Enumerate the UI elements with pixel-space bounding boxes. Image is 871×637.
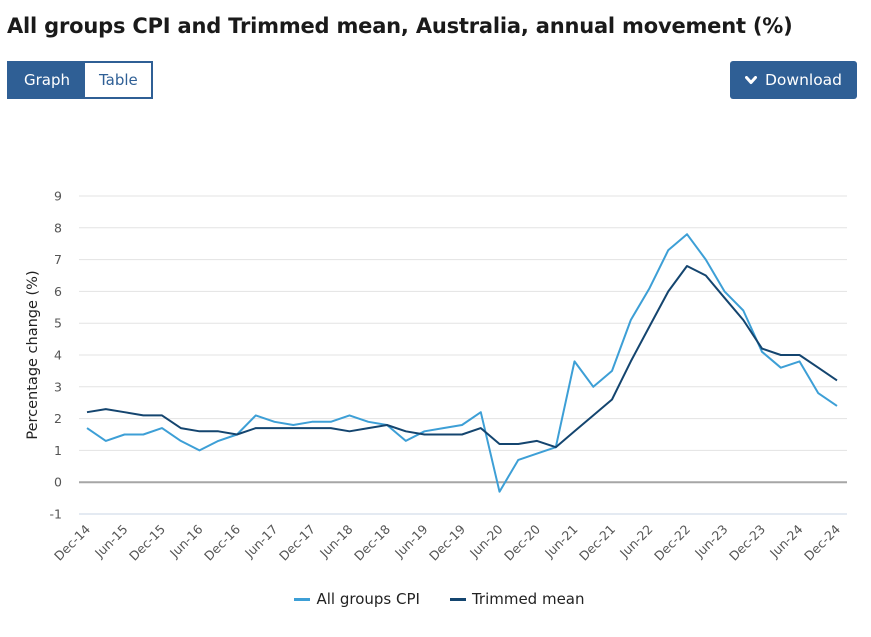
x-tick-label: Jun-19 [391,521,431,561]
chart-title: All groups CPI and Trimmed mean, Austral… [7,14,793,38]
x-axis-ticks: Dec-14Jun-15Dec-15Jun-16Dec-16Jun-17Dec-… [51,521,843,563]
x-tick-label: Dec-21 [576,522,618,564]
y-tick-label: 3 [54,379,62,394]
x-tick-label: Dec-15 [126,522,168,564]
legend-item-trimmed-mean[interactable]: Trimmed mean [449,590,585,608]
y-tick-label: 9 [54,189,62,204]
download-button[interactable]: Download [730,61,857,99]
y-tick-label: 7 [54,252,62,267]
x-tick-label: Jun-20 [466,521,506,561]
x-tick-label: Jun-18 [316,521,356,561]
graph-tab[interactable]: Graph [9,63,85,97]
y-axis-label: Percentage change (%) [25,270,41,439]
legend: All groups CPI Trimmed mean [0,590,871,608]
line-chart: 9 8 7 6 5 4 3 2 1 0 -1 Percentage change (%) Dec-1… [25,189,847,564]
x-tick-label: Dec-19 [426,521,468,563]
y-tick-label: 1 [54,443,62,458]
view-toggle: Graph Table [7,61,153,99]
x-tick-label: Dec-24 [801,521,843,563]
y-tick-label: 0 [54,475,62,490]
gridlines [79,195,847,515]
x-tick-label: Dec-16 [201,521,243,563]
y-tick-label: 5 [54,316,62,331]
y-tick-label: -1 [50,507,62,522]
series-lines [86,233,838,493]
x-tick-label: Jun-15 [91,522,131,562]
legend-label-cpi: All groups CPI [316,590,420,608]
x-tick-label: Dec-20 [501,521,543,563]
legend-swatch-trimmed-mean [449,597,466,601]
y-tick-label: 8 [54,220,62,235]
chevron-down-icon [744,75,757,85]
x-tick-label: Dec-22 [651,522,693,564]
y-axis-ticks: 9 8 7 6 5 4 3 2 1 0 -1 [50,189,63,522]
x-tick-label: Jun-21 [541,522,581,562]
x-tick-label: Dec-14 [51,521,93,563]
legend-item-cpi[interactable]: All groups CPI [294,590,420,608]
legend-swatch-cpi [294,597,311,601]
x-tick-label: Jun-23 [691,522,731,562]
x-tick-label: Dec-23 [726,522,768,564]
y-tick-label: 4 [54,348,62,363]
x-tick-label: Jun-24 [766,521,806,561]
x-tick-label: Jun-17 [241,522,281,562]
download-label: Download [764,71,843,89]
x-tick-label: Jun-16 [166,521,206,561]
x-tick-label: Jun-22 [616,522,656,562]
x-tick-label: Dec-17 [276,522,318,564]
series-line-trimmed-mean[interactable] [86,265,838,449]
series-line-cpi[interactable] [86,233,838,493]
x-tick-label: Dec-18 [351,521,393,563]
y-tick-label: 2 [54,411,62,426]
y-tick-label: 6 [54,284,62,299]
legend-label-trimmed-mean: Trimmed mean [471,590,585,608]
table-tab[interactable]: Table [85,63,151,97]
